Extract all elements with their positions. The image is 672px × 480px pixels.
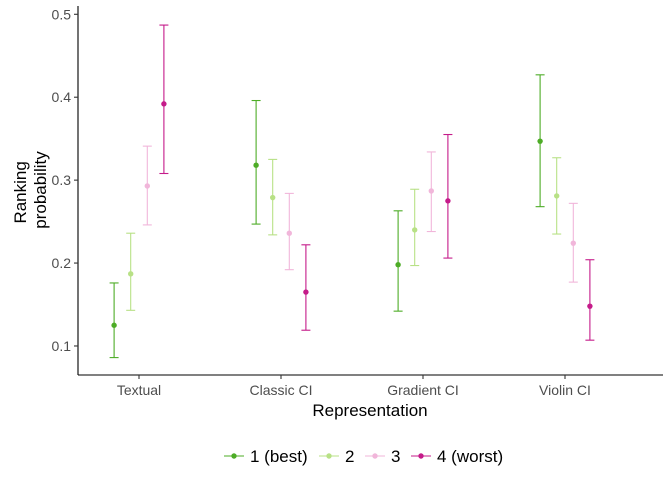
y-axis-title-line-1: Ranking xyxy=(11,161,30,223)
data-point xyxy=(161,101,167,107)
x-axis-title: Representation xyxy=(312,401,427,420)
data-point xyxy=(395,262,401,268)
y-tick-label: 0.5 xyxy=(52,6,72,22)
x-tick-label: Violin CI xyxy=(539,382,591,398)
legend-item-3: 3 xyxy=(365,447,400,466)
data-point xyxy=(286,230,292,236)
legend-key-point xyxy=(418,453,424,459)
x-tick-label: Textual xyxy=(117,382,161,398)
data-point xyxy=(111,322,117,328)
legend-label: 1 (best) xyxy=(250,447,308,466)
series-3 xyxy=(142,145,578,283)
y-axis-title: Ranking probability xyxy=(11,151,50,229)
y-tick-label: 0.3 xyxy=(52,172,72,188)
series-2 xyxy=(126,157,562,311)
y-tick-label: 0.2 xyxy=(52,255,72,271)
data-point xyxy=(428,188,434,194)
data-point xyxy=(303,289,309,295)
data-point xyxy=(537,138,543,144)
legend-key-point xyxy=(372,453,378,459)
data-point xyxy=(570,240,576,246)
data-point xyxy=(587,303,593,309)
y-tick-label: 0.4 xyxy=(52,89,72,105)
legend-item-1: 1 (best) xyxy=(224,447,308,466)
axes: 0.1 0.2 0.3 0.4 0.5 Textual Classic CI Gradient… xyxy=(52,6,663,398)
series-4 xyxy=(159,24,595,341)
series-1 xyxy=(109,74,545,359)
legend-key-point xyxy=(231,453,237,459)
data-point xyxy=(128,271,134,277)
x-tick-label: Gradient CI xyxy=(387,382,459,398)
legend-label: 4 (worst) xyxy=(437,447,503,466)
legend-item-2: 2 xyxy=(319,447,354,466)
data-point xyxy=(412,227,418,233)
legend-key-point xyxy=(326,453,332,459)
y-tick-label: 0.1 xyxy=(52,338,72,354)
legend-label: 2 xyxy=(345,447,354,466)
legend-label: 3 xyxy=(391,447,400,466)
data-point xyxy=(270,194,276,201)
data-point xyxy=(144,183,150,189)
data-point xyxy=(445,198,451,204)
y-axis-title-line-2: probability xyxy=(31,151,50,229)
x-tick-label: Classic CI xyxy=(249,382,312,398)
data-point xyxy=(253,162,259,168)
data-point xyxy=(554,193,560,199)
plot-area xyxy=(109,24,595,359)
legend-item-4: 4 (worst) xyxy=(411,447,503,466)
legend: 1 (best) 2 3 4 (worst) xyxy=(224,447,503,466)
